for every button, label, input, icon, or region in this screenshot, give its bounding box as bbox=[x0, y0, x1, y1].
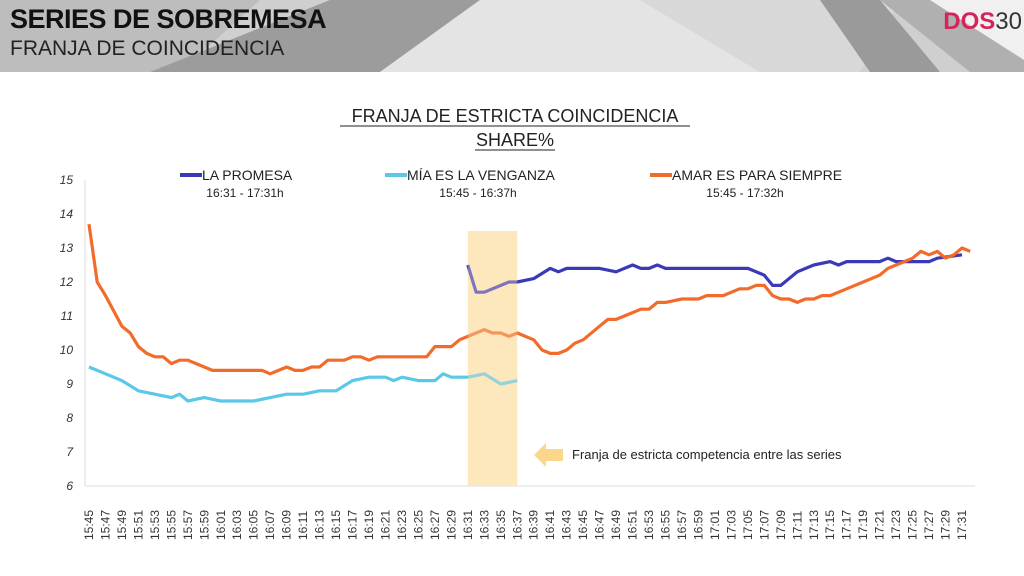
x-tick-label: 17:27 bbox=[922, 510, 936, 540]
x-tick-label: 17:23 bbox=[889, 510, 903, 540]
x-tick-label: 16:19 bbox=[362, 510, 376, 540]
legend-label: AMAR ES PARA SIEMPRE bbox=[672, 167, 842, 183]
x-tick-label: 16:37 bbox=[510, 510, 524, 540]
x-tick-label: 17:31 bbox=[955, 510, 969, 540]
header-subtitle: FRANJA DE COINCIDENCIA bbox=[10, 37, 285, 60]
x-tick-label: 17:19 bbox=[856, 510, 870, 540]
x-tick-label: 16:07 bbox=[263, 510, 277, 540]
highlight-band bbox=[467, 231, 518, 486]
x-tick-label: 16:29 bbox=[444, 510, 458, 540]
x-tick-label: 17:01 bbox=[708, 510, 722, 540]
y-tick-label: 15 bbox=[60, 173, 74, 187]
x-tick-label: 17:17 bbox=[840, 510, 854, 540]
y-tick-label: 6 bbox=[66, 479, 73, 493]
y-tick-label: 13 bbox=[60, 241, 74, 255]
x-tick-label: 17:07 bbox=[757, 510, 771, 540]
x-tick-label: 16:49 bbox=[609, 510, 623, 540]
x-tick-label: 17:03 bbox=[724, 510, 738, 540]
x-tick-label: 16:11 bbox=[296, 511, 310, 540]
x-tick-label: 15:47 bbox=[98, 510, 112, 540]
y-tick-label: 11 bbox=[61, 309, 73, 323]
chart-subtitle: SHARE% bbox=[476, 130, 554, 150]
x-tick-label: 16:27 bbox=[428, 510, 442, 540]
x-tick-label: 16:59 bbox=[691, 510, 705, 540]
x-tick-label: 16:43 bbox=[560, 510, 574, 540]
y-tick-label: 9 bbox=[66, 377, 73, 391]
x-tick-label: 15:59 bbox=[197, 510, 211, 540]
x-tick-label: 17:13 bbox=[807, 510, 821, 540]
x-tick-label: 17:29 bbox=[939, 510, 953, 540]
x-tick-label: 17:09 bbox=[774, 510, 788, 540]
y-tick-label: 8 bbox=[66, 411, 73, 425]
x-tick-label: 15:49 bbox=[115, 510, 129, 540]
series-line-0 bbox=[466, 253, 963, 294]
x-tick-label: 16:01 bbox=[214, 510, 228, 540]
x-tick-label: 17:15 bbox=[823, 510, 837, 540]
x-tick-label: 15:45 bbox=[82, 510, 96, 540]
legend-label: LA PROMESA bbox=[202, 167, 293, 183]
x-tick-label: 17:21 bbox=[873, 510, 887, 540]
x-tick-label: 16:41 bbox=[543, 510, 557, 540]
header-background bbox=[0, 0, 1024, 72]
y-tick-label: 14 bbox=[60, 207, 74, 221]
x-tick-label: 17:11 bbox=[790, 511, 804, 540]
y-tick-label: 12 bbox=[60, 275, 74, 289]
x-tick-label: 16:39 bbox=[527, 510, 541, 540]
legend-label: MÍA ES LA VENGANZA bbox=[407, 167, 555, 183]
x-tick-label: 17:05 bbox=[741, 510, 755, 540]
header-title: SERIES DE SOBREMESA bbox=[10, 4, 327, 34]
x-tick-label: 17:25 bbox=[906, 510, 920, 540]
x-tick-label: 16:05 bbox=[247, 510, 261, 540]
x-tick-label: 15:55 bbox=[164, 510, 178, 540]
y-tick-label: 10 bbox=[60, 343, 74, 357]
y-tick-label: 7 bbox=[66, 445, 74, 459]
x-tick-label: 16:13 bbox=[313, 510, 327, 540]
x-tick-label: 16:25 bbox=[411, 510, 425, 540]
x-tick-label: 16:31 bbox=[461, 510, 475, 540]
x-tick-label: 16:35 bbox=[494, 510, 508, 540]
x-tick-label: 16:03 bbox=[230, 510, 244, 540]
x-tick-label: 16:57 bbox=[675, 510, 689, 540]
x-tick-label: 15:53 bbox=[148, 510, 162, 540]
x-tick-label: 16:17 bbox=[346, 510, 360, 540]
legend-time-range: 16:31 - 17:31h bbox=[206, 186, 283, 200]
series-line-2 bbox=[87, 223, 971, 376]
x-tick-label: 15:51 bbox=[131, 510, 145, 540]
highlight-annotation: Franja de estricta competencia entre las… bbox=[572, 447, 842, 462]
x-tick-label: 15:57 bbox=[181, 510, 195, 540]
series-line-1 bbox=[88, 365, 518, 403]
x-tick-label: 16:09 bbox=[280, 510, 294, 540]
legend-time-range: 15:45 - 16:37h bbox=[439, 186, 516, 200]
x-tick-label: 16:55 bbox=[659, 510, 673, 540]
chart-title: FRANJA DE ESTRICTA COINCIDENCIA bbox=[352, 106, 679, 126]
header-banner: SERIES DE SOBREMESA FRANJA DE COINCIDENC… bbox=[0, 0, 1024, 72]
x-tick-label: 16:45 bbox=[576, 510, 590, 540]
x-tick-label: 16:23 bbox=[395, 510, 409, 540]
x-tick-label: 16:47 bbox=[593, 510, 607, 540]
arrow-left-icon bbox=[534, 443, 563, 467]
x-tick-label: 16:15 bbox=[329, 510, 343, 540]
x-tick-label: 16:51 bbox=[626, 510, 640, 540]
highlight-overlay bbox=[467, 231, 518, 486]
x-tick-label: 16:21 bbox=[378, 510, 392, 540]
x-tick-label: 16:53 bbox=[642, 510, 656, 540]
legend-time-range: 15:45 - 17:32h bbox=[706, 186, 783, 200]
x-tick-label: 16:33 bbox=[477, 510, 491, 540]
brand-logo: DOS30 bbox=[943, 8, 1022, 35]
